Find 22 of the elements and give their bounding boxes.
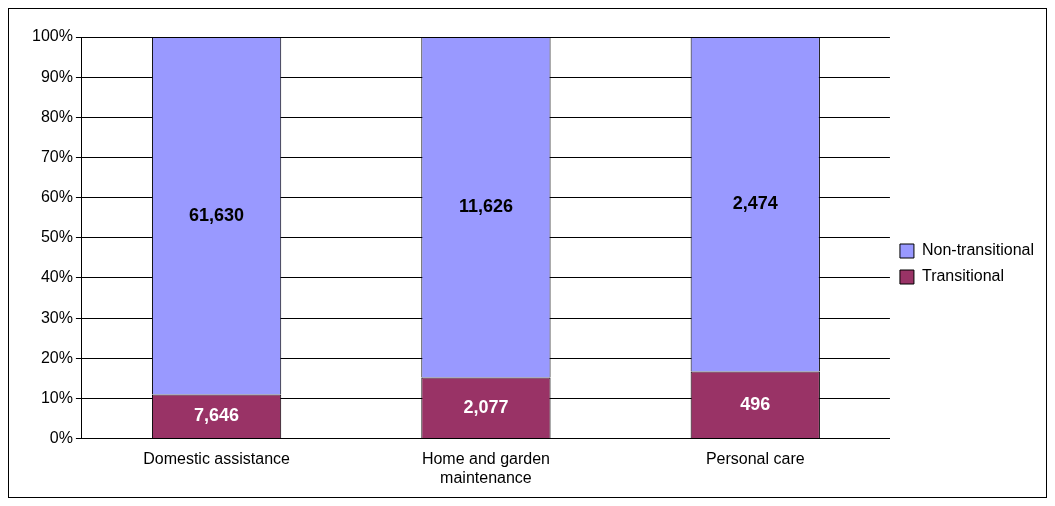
y-tick-label: 20% [40,348,73,366]
annotation: 496 [740,393,771,414]
legend-label: Transitional [921,267,1005,285]
annotation: 11,626 [458,196,513,217]
x-tick-label: Home and garden maintenance [421,449,550,486]
y-tick-label: 30% [40,308,73,326]
y-tick-label: 40% [40,268,73,286]
y-tick-label: 50% [40,228,73,246]
x-tick-label: Personal care [705,449,805,467]
annotation: 2,077 [463,396,509,417]
y-tick-label: 10% [40,388,73,406]
y-tick-label: 70% [40,147,73,165]
annotation: 61,630 [189,204,245,225]
y-tick-label: 60% [40,188,73,206]
y-tick-label: 80% [40,107,73,125]
y-tick-label: 0% [49,429,73,447]
y-tick-label: 100% [32,27,73,45]
legend-label: Non-transitional [921,241,1035,259]
y-tick-label: 90% [40,67,73,85]
x-tick-label: Domestic assistance [143,449,291,467]
annotation: 2,474 [732,193,778,214]
annotation: 7,646 [194,405,240,426]
